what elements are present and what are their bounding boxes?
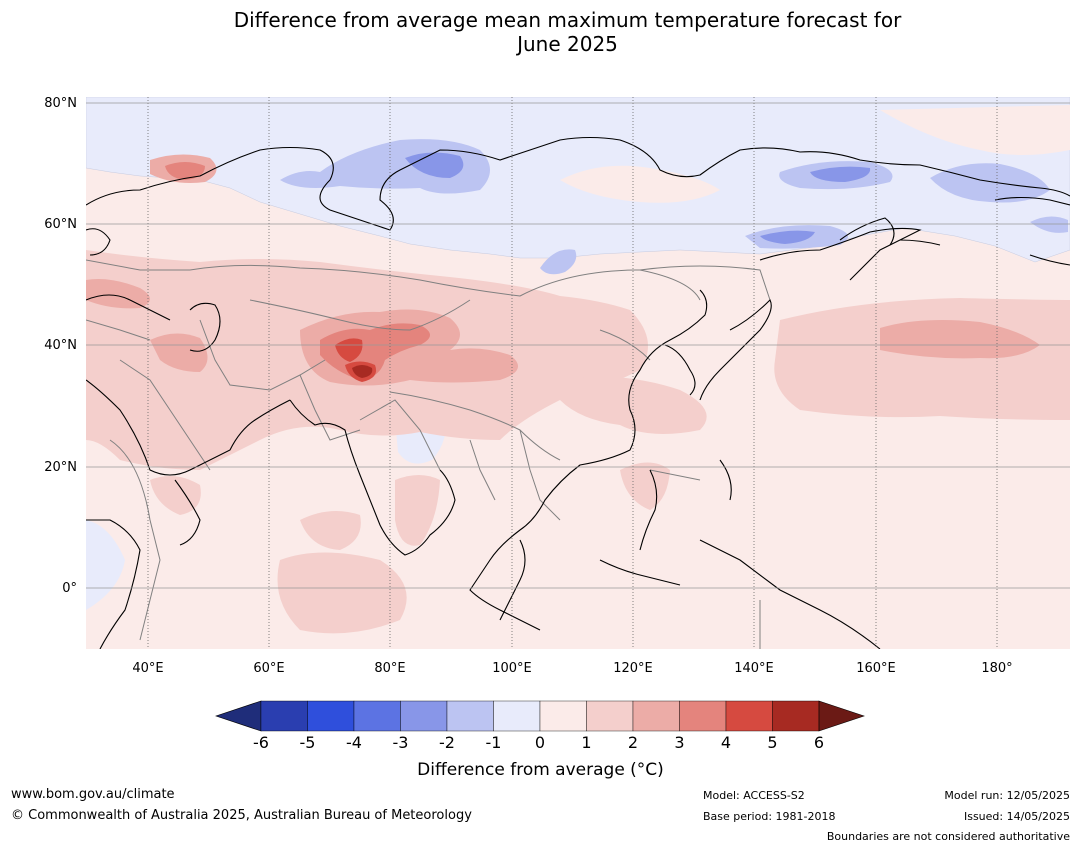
footer-copyright: © Commonwealth of Australia 2025, Austra… bbox=[11, 808, 472, 823]
arctic-neutral-patch bbox=[560, 165, 720, 203]
latitude-labels: 80°N 60°N 40°N 20°N 0° bbox=[44, 96, 77, 596]
colorbar-tick-label: 2 bbox=[628, 733, 638, 752]
colorbar-cell bbox=[772, 700, 820, 732]
colorbar-tick-label: -5 bbox=[300, 733, 316, 752]
cooler-patch-yakutia bbox=[810, 166, 871, 182]
footer-base-period: Base period: 1981-2018 bbox=[703, 810, 836, 823]
lon-label-160e: 160°E bbox=[856, 661, 896, 676]
colorbar-tick-label: -3 bbox=[393, 733, 409, 752]
lat-label-equator: 0° bbox=[62, 581, 77, 596]
colorbar-tick-label: -6 bbox=[253, 733, 269, 752]
colorbar-title: Difference from average (°C) bbox=[417, 760, 664, 780]
longitude-gridlines bbox=[147, 97, 998, 649]
lat-label-60n: 60°N bbox=[44, 217, 77, 232]
warm-patch-bay-bengal bbox=[395, 475, 440, 546]
colorbar-extend-high bbox=[818, 700, 865, 732]
colorbar-tick-label: 6 bbox=[814, 733, 824, 752]
colorbar-tick-label: 4 bbox=[721, 733, 731, 752]
lon-label-120e: 120°E bbox=[613, 661, 653, 676]
warm-patch-south-china-sea bbox=[620, 462, 670, 510]
colorbar-cell bbox=[679, 700, 727, 732]
footer-url: www.bom.gov.au/climate bbox=[11, 787, 175, 802]
lon-label-180: 180° bbox=[981, 661, 1012, 676]
colorbar bbox=[215, 700, 865, 732]
colorbar-cell bbox=[539, 700, 587, 732]
colorbar-cell bbox=[446, 700, 494, 732]
cool-patch-kamchatka bbox=[1030, 216, 1068, 233]
cooler-patch-taymyr bbox=[405, 152, 464, 178]
colorbar-tick-label: -2 bbox=[439, 733, 455, 752]
colorbar-cell bbox=[400, 700, 448, 732]
colorbar-cell bbox=[260, 700, 308, 732]
footer-model-run: Model run: 12/05/2025 bbox=[944, 789, 1070, 802]
warm-patch-indian-ocean bbox=[277, 552, 407, 634]
colorbar-cell bbox=[493, 700, 541, 732]
title-line-1: Difference from average mean maximum tem… bbox=[233, 8, 902, 32]
colorbar-tick-label: -1 bbox=[486, 733, 502, 752]
lon-label-100e: 100°E bbox=[492, 661, 532, 676]
coastlines bbox=[86, 136, 1070, 649]
lat-label-40n: 40°N bbox=[44, 338, 77, 353]
longitude-labels: 40°E 60°E 80°E 100°E 120°E 140°E 160°E 1… bbox=[132, 661, 1012, 676]
colorbar-cell bbox=[307, 700, 355, 732]
lon-label-140e: 140°E bbox=[734, 661, 774, 676]
lon-label-60e: 60°E bbox=[253, 661, 284, 676]
cool-patch-chukotka bbox=[930, 163, 1050, 203]
footer-model: Model: ACCESS-S2 bbox=[703, 789, 805, 802]
cool-patch-africa bbox=[86, 520, 125, 610]
warm-patch-arabian-sea bbox=[300, 511, 361, 550]
colorbar-tick-label: 1 bbox=[581, 733, 591, 752]
warm-patch-east-china bbox=[560, 376, 707, 434]
warm-patch-africa bbox=[150, 476, 201, 515]
warmer-patch-europe bbox=[86, 279, 150, 309]
arctic-neutral-patch-east bbox=[880, 105, 1070, 155]
very-hot-patch-pamir bbox=[335, 338, 363, 362]
colorbar-cell bbox=[353, 700, 401, 732]
colorbar-ticks: -6 -5 -4 -3 -2 -1 0 1 2 3 4 5 6 bbox=[253, 733, 824, 752]
lon-label-40e: 40°E bbox=[132, 661, 163, 676]
cooler-patch-okhotsk bbox=[760, 230, 815, 244]
colorbar-cell bbox=[725, 700, 773, 732]
colorbar-cell bbox=[586, 700, 634, 732]
extreme-patch-karakoram bbox=[352, 365, 373, 378]
title-line-2: June 2025 bbox=[517, 32, 618, 56]
colorbar-tick-label: -4 bbox=[346, 733, 362, 752]
latitude-gridlines bbox=[86, 102, 1070, 589]
lat-label-20n: 20°N bbox=[44, 460, 77, 475]
lon-label-80e: 80°E bbox=[374, 661, 405, 676]
map-panel bbox=[86, 97, 1070, 649]
footer-issued: Issued: 14/05/2025 bbox=[963, 810, 1070, 823]
colorbar-tick-label: 0 bbox=[535, 733, 545, 752]
colorbar-extend-low bbox=[215, 700, 262, 732]
lat-label-80n: 80°N bbox=[44, 96, 77, 111]
warmer-patch-caspian bbox=[150, 333, 208, 372]
colorbar-tick-label: 3 bbox=[674, 733, 684, 752]
cool-patch-lake bbox=[540, 249, 577, 275]
colorbar-tick-label: 5 bbox=[767, 733, 777, 752]
hot-patch-russia bbox=[165, 162, 205, 180]
chart-title: Difference from average mean maximum tem… bbox=[0, 8, 1081, 56]
colorbar-cell bbox=[632, 700, 680, 732]
footer-disclaimer: Boundaries are not considered authoritat… bbox=[826, 830, 1070, 843]
country-borders bbox=[86, 259, 771, 649]
warmer-patch-pacific bbox=[880, 320, 1040, 359]
warm-band-pacific bbox=[774, 298, 1070, 420]
